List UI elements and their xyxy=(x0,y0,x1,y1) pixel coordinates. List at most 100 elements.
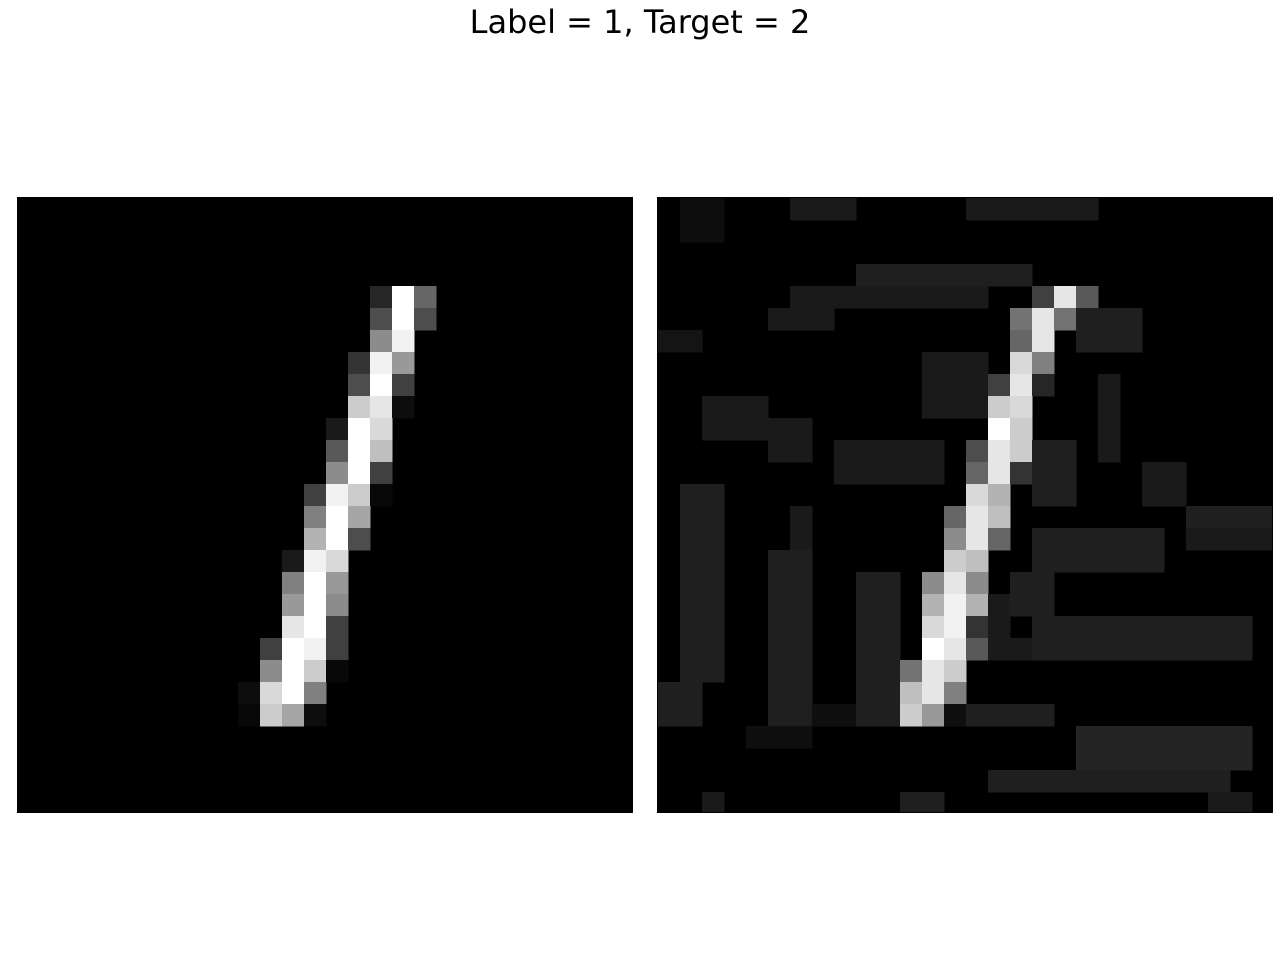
pixel-cell xyxy=(1186,770,1209,793)
pixel-cell xyxy=(768,594,791,617)
pixel-cell xyxy=(1010,352,1033,375)
pixel-cell xyxy=(856,682,879,705)
pixel-cell xyxy=(326,594,349,617)
pixel-cell xyxy=(680,220,703,243)
pixel-cell xyxy=(370,330,393,353)
pixel-cell xyxy=(988,704,1011,727)
pixel-cell xyxy=(326,660,349,683)
pixel-cell xyxy=(1032,286,1055,309)
pixel-cell xyxy=(944,616,967,639)
pixel-cell xyxy=(1010,264,1033,287)
pixel-cell xyxy=(900,660,923,683)
pixel-cell xyxy=(1010,440,1033,463)
pixel-cell xyxy=(260,682,283,705)
pixel-cell xyxy=(304,594,327,617)
pixel-cell xyxy=(282,572,305,595)
pixel-cell xyxy=(856,440,879,463)
pixel-cell xyxy=(348,462,371,485)
pixel-cell xyxy=(1054,198,1077,221)
pixel-cell xyxy=(282,638,305,661)
pixel-cell xyxy=(988,396,1011,419)
pixel-cell xyxy=(768,682,791,705)
pixel-cell xyxy=(392,286,415,309)
pixel-cell xyxy=(966,462,989,485)
pixel-cell xyxy=(746,418,769,441)
pixel-cell xyxy=(680,550,703,573)
pixel-cell xyxy=(790,308,813,331)
pixel-cell xyxy=(1230,506,1253,529)
pixel-cell xyxy=(988,374,1011,397)
pixel-cell xyxy=(680,638,703,661)
pixel-cell xyxy=(1010,198,1033,221)
pixel-cell xyxy=(392,396,415,419)
pixel-cell xyxy=(856,594,879,617)
pixel-cell xyxy=(856,286,879,309)
pixel-cell xyxy=(834,704,857,727)
pixel-cell xyxy=(680,198,703,221)
pixel-cell xyxy=(790,682,813,705)
pixel-cell xyxy=(966,528,989,551)
pixel-cell xyxy=(922,440,945,463)
pixel-cell xyxy=(1076,550,1099,573)
pixel-cell xyxy=(834,286,857,309)
pixel-cell xyxy=(922,660,945,683)
pixel-cell xyxy=(1120,638,1143,661)
pixel-cell xyxy=(746,396,769,419)
pixel-cell xyxy=(1142,748,1165,771)
pixel-cell xyxy=(1098,418,1121,441)
pixel-cell xyxy=(414,308,437,331)
pixel-cell xyxy=(1010,594,1033,617)
pixel-cell xyxy=(790,726,813,749)
pixel-cell xyxy=(326,440,349,463)
adversarial-image-panel xyxy=(657,197,1273,813)
pixel-cell xyxy=(238,704,261,727)
pixel-cell xyxy=(1186,726,1209,749)
pixel-cell xyxy=(680,616,703,639)
pixel-cell xyxy=(1142,726,1165,749)
pixel-cell xyxy=(304,704,327,727)
pixel-cell xyxy=(966,440,989,463)
pixel-cell xyxy=(856,572,879,595)
pixel-cell xyxy=(790,528,813,551)
pixel-cell xyxy=(702,594,725,617)
pixel-cell xyxy=(790,572,813,595)
pixel-cell xyxy=(878,286,901,309)
pixel-cell xyxy=(260,660,283,683)
pixel-cell xyxy=(966,704,989,727)
pixel-cell xyxy=(1032,572,1055,595)
pixel-cell xyxy=(260,704,283,727)
pixel-cell xyxy=(900,792,923,812)
pixel-cell xyxy=(724,396,747,419)
pixel-cell xyxy=(878,660,901,683)
figure-title: Label = 1, Target = 2 xyxy=(469,3,811,41)
pixel-cell xyxy=(1010,418,1033,441)
pixel-cell xyxy=(790,638,813,661)
pixel-cell xyxy=(392,352,415,375)
pixel-cell xyxy=(1120,528,1143,551)
pixel-cell xyxy=(326,616,349,639)
pixel-cell xyxy=(1230,638,1253,661)
pixel-cell xyxy=(1032,352,1055,375)
pixel-cell xyxy=(812,704,835,727)
pixel-cell xyxy=(944,528,967,551)
pixel-cell xyxy=(944,638,967,661)
pixel-cell xyxy=(1098,374,1121,397)
pixel-cell xyxy=(304,682,327,705)
pixel-cell xyxy=(768,726,791,749)
pixel-cell xyxy=(900,264,923,287)
pixel-cell xyxy=(878,704,901,727)
pixel-cell xyxy=(326,506,349,529)
pixel-cell xyxy=(1252,528,1272,551)
pixel-cell xyxy=(834,198,857,221)
pixel-cell xyxy=(1032,616,1055,639)
pixel-cell xyxy=(1054,462,1077,485)
pixel-cell xyxy=(326,528,349,551)
pixel-cell xyxy=(944,352,967,375)
pixel-cell xyxy=(1032,198,1055,221)
pixel-cell xyxy=(1208,506,1231,529)
pixel-cell xyxy=(680,594,703,617)
pixel-cell xyxy=(856,660,879,683)
pixel-cell xyxy=(326,484,349,507)
pixel-cell xyxy=(414,286,437,309)
pixel-cell xyxy=(702,198,725,221)
